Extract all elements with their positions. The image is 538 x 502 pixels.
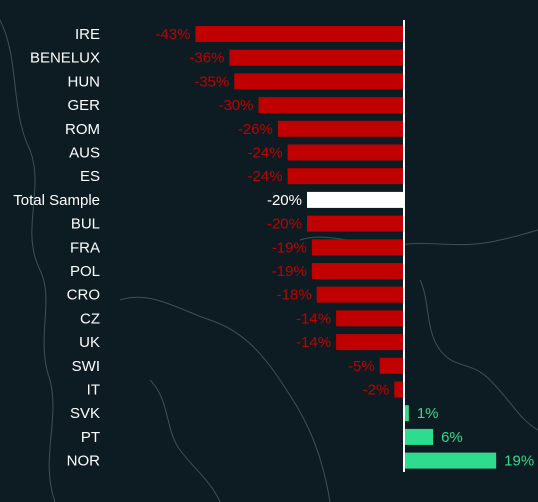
value-label-benelux: -36% <box>189 50 224 67</box>
bar-benelux <box>229 49 404 66</box>
value-label-ire: -43% <box>155 26 190 43</box>
category-label-hun: HUN <box>68 73 101 90</box>
value-label-cz: -14% <box>296 310 331 327</box>
value-label-total-sample: -20% <box>267 192 302 209</box>
value-label-uk: -14% <box>296 334 331 351</box>
category-label-svk: SVK <box>70 405 100 422</box>
value-label-cro: -18% <box>277 287 312 304</box>
map-outline <box>149 379 221 502</box>
category-label-swi: SWI <box>72 358 100 375</box>
bar-hun <box>234 73 404 90</box>
value-labels: -43% -36% -35% -30% -26% -24% -24% -20% -20% -19%… <box>155 26 534 470</box>
value-label-swi: -5% <box>348 358 375 375</box>
category-label-it: IT <box>87 382 100 399</box>
bar-cz <box>336 310 404 327</box>
category-label-rom: ROM <box>65 121 100 138</box>
bar-total-sample <box>307 191 404 208</box>
bar-it <box>394 381 404 398</box>
map-outline <box>0 19 56 502</box>
category-label-nor: NOR <box>67 453 101 470</box>
value-label-rom: -26% <box>238 121 273 138</box>
category-label-bul: BUL <box>71 216 100 233</box>
value-label-bul: -20% <box>267 216 302 233</box>
value-label-ger: -30% <box>218 97 253 114</box>
bar-ger <box>258 97 404 114</box>
category-label-cz: CZ <box>80 310 100 327</box>
value-label-aus: -24% <box>248 145 283 162</box>
category-label-cro: CRO <box>67 287 100 304</box>
bar-aus <box>287 144 404 161</box>
category-label-aus: AUS <box>69 145 100 162</box>
value-label-pol: -19% <box>272 263 307 280</box>
category-label-ire: IRE <box>75 26 100 43</box>
value-label-svk: 1% <box>417 405 439 422</box>
bar-ire <box>195 26 404 42</box>
category-label-pol: POL <box>70 263 100 280</box>
bar-fra <box>311 239 404 256</box>
category-labels: IRE BENELUX HUN GER ROM AUS ES Total Sample BUL F… <box>13 26 100 470</box>
category-label-ger: GER <box>67 97 100 114</box>
bar-uk <box>336 334 404 351</box>
value-label-pt: 6% <box>441 429 463 446</box>
value-label-hun: -35% <box>194 73 229 90</box>
category-label-benelux: BENELUX <box>30 50 100 67</box>
bar-nor <box>404 452 497 469</box>
map-outline <box>119 296 331 502</box>
bars <box>195 26 497 469</box>
value-label-fra: -19% <box>272 239 307 256</box>
bar-swi <box>379 357 404 374</box>
bar-svk <box>404 405 409 422</box>
category-label-pt: PT <box>81 429 100 446</box>
value-label-nor: 19% <box>504 453 534 470</box>
map-outline <box>419 279 538 431</box>
bar-rom <box>277 120 404 137</box>
value-label-it: -2% <box>363 382 390 399</box>
bar-es <box>287 168 404 185</box>
category-label-uk: UK <box>79 334 100 351</box>
category-label-total-sample: Total Sample <box>13 192 100 209</box>
category-label-fra: FRA <box>70 239 100 256</box>
bar-pol <box>311 263 404 279</box>
bar-bul <box>307 215 404 232</box>
bar-cro <box>316 286 404 303</box>
value-label-es: -24% <box>248 168 283 185</box>
category-label-es: ES <box>80 168 100 185</box>
bar-pt <box>404 428 434 445</box>
